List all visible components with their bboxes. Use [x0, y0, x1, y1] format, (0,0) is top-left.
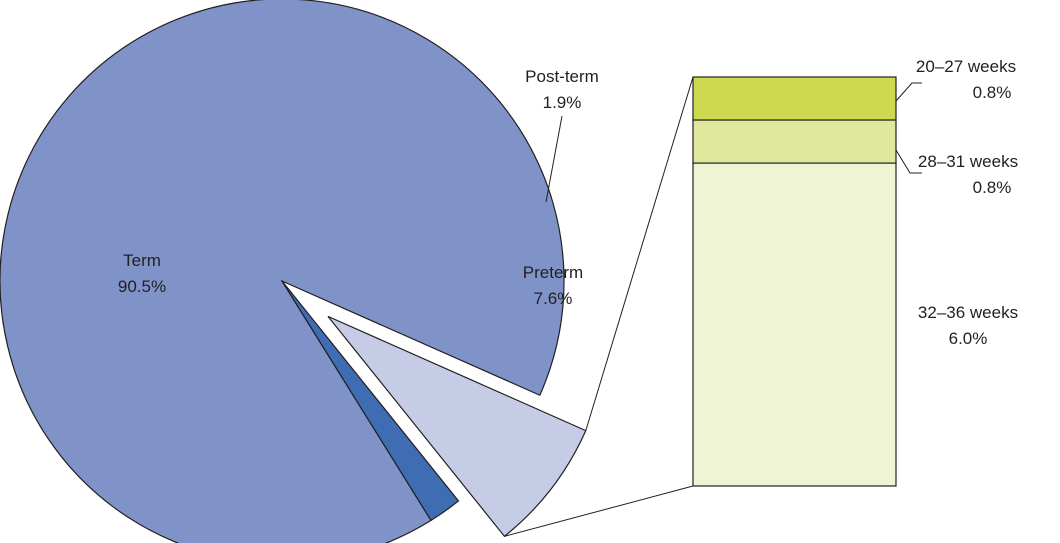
connectors	[504, 76, 694, 537]
segment-20-27-leader-line	[895, 82, 922, 102]
bar-segment-32-36-weeks	[692, 162, 897, 487]
preterm-breakdown-bar	[692, 76, 897, 487]
segment-32-36-value-label: 6.0%	[949, 329, 988, 348]
segment-28-31-leader-line	[895, 149, 922, 174]
segment-20-27-label: 20–27 weeks	[916, 57, 1016, 76]
pie-slice-post-term	[281, 280, 460, 522]
post-term-value-label: 1.9%	[543, 93, 582, 112]
pie-slice-preterm	[327, 315, 587, 538]
pie	[0, 0, 587, 543]
term-value-label: 90.5%	[118, 277, 166, 296]
segment-32-36-label: 32–36 weeks	[918, 303, 1018, 322]
term-label: Term	[123, 251, 161, 270]
pie-slice-term	[0, 0, 565, 543]
post-term-leader-line	[545, 115, 563, 203]
segment-28-31-value-label: 0.8%	[973, 178, 1012, 197]
segment-20-27-value-label: 0.8%	[973, 83, 1012, 102]
connector-line-top	[585, 76, 694, 431]
bar-segment-20-27-weeks	[692, 76, 897, 121]
connector-line-bottom	[504, 485, 694, 537]
preterm-label: Preterm	[523, 263, 583, 282]
bar-segment-28-31-weeks	[692, 119, 897, 164]
preterm-value-label: 7.6%	[534, 289, 573, 308]
segment-28-31-label: 28–31 weeks	[918, 152, 1018, 171]
post-term-label: Post-term	[525, 67, 599, 86]
